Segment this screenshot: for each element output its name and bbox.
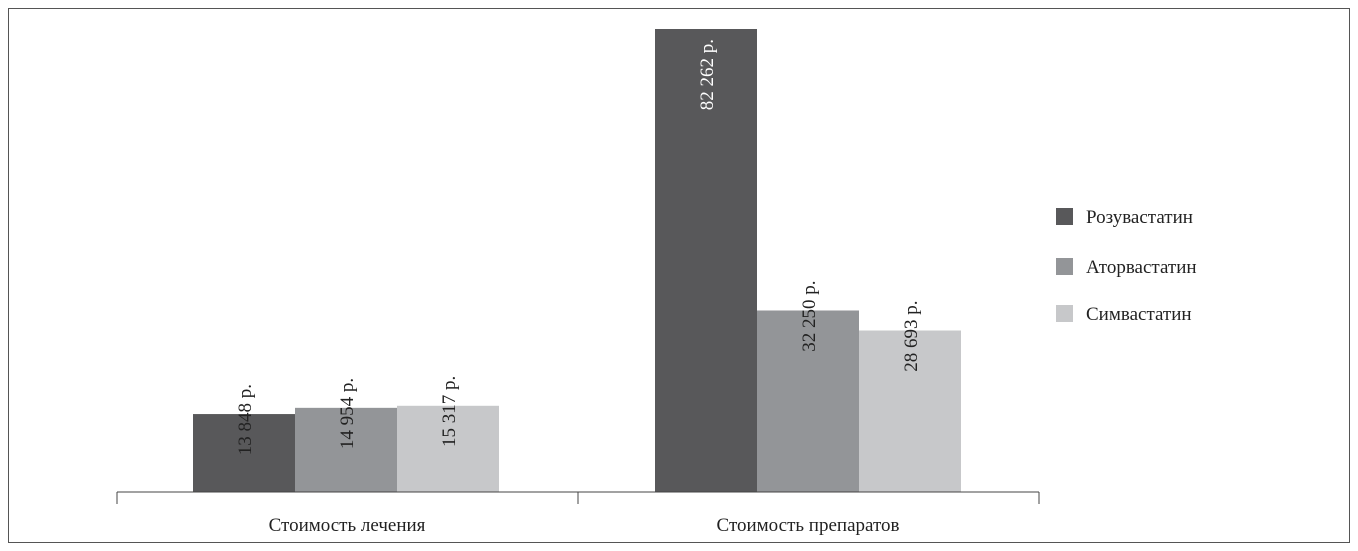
bar-rosuvastatin-drug-cost xyxy=(655,29,757,492)
legend-swatch-rosuvastatin xyxy=(1056,208,1073,225)
category-label-treatment-cost: Стоимость лечения xyxy=(269,515,426,536)
bar-atorvastatin-treatment-cost xyxy=(295,407,397,492)
bar-simvastatin-drug-cost xyxy=(859,330,961,492)
bar-atorvastatin-drug-cost xyxy=(757,310,859,492)
value-label-atorvastatin-drug-cost: 32 250 р. xyxy=(799,280,820,351)
bar-simvastatin-treatment-cost xyxy=(397,405,499,492)
bars-layer xyxy=(193,29,961,492)
value-label-rosuvastatin-drug-cost: 82 262 р. xyxy=(697,39,718,110)
category-labels-layer: Стоимость лечения Стоимость препаратов xyxy=(269,515,900,536)
value-label-simvastatin-treatment-cost: 15 317 р. xyxy=(439,376,460,447)
legend: Розувастатин Аторвастатин Симвастатин xyxy=(1056,207,1197,325)
value-label-simvastatin-drug-cost: 28 693 р. xyxy=(901,301,922,372)
legend-label-rosuvastatin: Розувастатин xyxy=(1086,207,1193,228)
value-labels-layer: 13 848 р. 14 954 р. 15 317 р. 82 262 р. 32 2… xyxy=(235,39,922,455)
legend-swatch-simvastatin xyxy=(1056,305,1073,322)
legend-swatch-atorvastatin xyxy=(1056,258,1073,275)
bar-chart: 13 848 р. 14 954 р. 15 317 р. 82 262 р. 32 2… xyxy=(116,29,1197,536)
bar-rosuvastatin-treatment-cost xyxy=(193,414,295,492)
x-axis xyxy=(116,491,1040,504)
legend-label-simvastatin: Симвастатин xyxy=(1086,304,1192,325)
chart-frame: 13 848 р. 14 954 р. 15 317 р. 82 262 р. 32 2… xyxy=(8,8,1350,543)
value-label-atorvastatin-treatment-cost: 14 954 р. xyxy=(337,378,358,449)
category-label-drug-cost: Стоимость препаратов xyxy=(717,515,900,536)
legend-label-atorvastatin: Аторвастатин xyxy=(1086,257,1197,278)
value-label-rosuvastatin-treatment-cost: 13 848 р. xyxy=(235,384,256,455)
